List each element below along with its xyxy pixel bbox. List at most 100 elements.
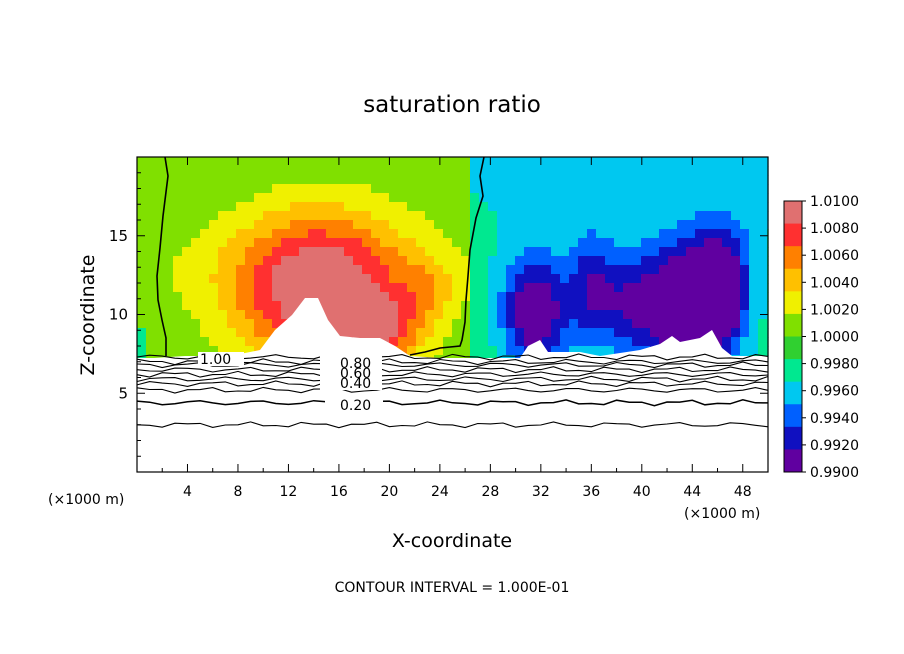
colorbar-label: 1.0080 bbox=[810, 221, 859, 237]
heatmap-cell bbox=[578, 310, 588, 320]
heatmap-cell bbox=[173, 328, 183, 338]
heatmap-cell bbox=[380, 274, 390, 284]
heatmap-cell bbox=[452, 238, 462, 248]
heatmap-cell bbox=[407, 310, 417, 320]
heatmap-cell bbox=[272, 229, 282, 239]
heatmap-cell bbox=[137, 346, 147, 356]
heatmap-cell bbox=[488, 328, 498, 338]
heatmap-cell bbox=[218, 202, 228, 212]
heatmap-cell bbox=[749, 229, 759, 239]
heatmap-cell bbox=[452, 247, 462, 257]
heatmap-cell bbox=[731, 346, 741, 356]
heatmap-cell bbox=[155, 274, 165, 284]
heatmap-cell bbox=[497, 355, 507, 360]
heatmap-cell bbox=[371, 274, 381, 284]
heatmap-cell bbox=[479, 256, 489, 266]
heatmap-cell bbox=[650, 274, 660, 284]
heatmap-cell bbox=[452, 283, 462, 293]
heatmap-cell bbox=[434, 238, 444, 248]
heatmap-cell bbox=[704, 283, 714, 293]
contour-line bbox=[136, 380, 769, 388]
heatmap-cell bbox=[569, 346, 579, 356]
heatmap-cell bbox=[497, 337, 507, 347]
heatmap-cell bbox=[308, 202, 318, 212]
heatmap-cell bbox=[272, 283, 282, 293]
heatmap-cell bbox=[596, 301, 606, 311]
heatmap-cell bbox=[569, 166, 579, 176]
heatmap-cell bbox=[317, 202, 327, 212]
heatmap-cell bbox=[758, 166, 768, 176]
heatmap-cell bbox=[587, 274, 597, 284]
heatmap-cell bbox=[641, 328, 651, 338]
heatmap-cell bbox=[659, 202, 669, 212]
heatmap-cell bbox=[668, 184, 678, 194]
heatmap-cell bbox=[560, 193, 570, 203]
heatmap-cell bbox=[578, 337, 588, 347]
heatmap-cell bbox=[362, 292, 372, 302]
heatmap-cell bbox=[542, 247, 552, 257]
x-tick-label: 28 bbox=[481, 484, 499, 500]
heatmap-cell bbox=[641, 301, 651, 311]
heatmap-cell bbox=[695, 220, 705, 230]
heatmap-cell bbox=[461, 175, 471, 185]
heatmap-cell bbox=[623, 184, 633, 194]
heatmap-cell bbox=[614, 184, 624, 194]
heatmap-cell bbox=[164, 283, 174, 293]
heatmap-cell bbox=[722, 247, 732, 257]
heatmap-cell bbox=[713, 283, 723, 293]
heatmap-cell bbox=[578, 292, 588, 302]
heatmap-cell bbox=[479, 346, 489, 356]
heatmap-cell bbox=[515, 220, 525, 230]
heatmap-cell bbox=[605, 211, 615, 221]
heatmap-cell bbox=[245, 229, 255, 239]
heatmap-cell bbox=[218, 292, 228, 302]
heatmap-cell bbox=[578, 175, 588, 185]
heatmap-cell bbox=[272, 247, 282, 257]
heatmap-cell bbox=[722, 238, 732, 248]
heatmap-cell bbox=[749, 166, 759, 176]
heatmap-cell bbox=[182, 319, 192, 329]
heatmap-cell bbox=[533, 319, 543, 329]
heatmap-cell bbox=[533, 157, 543, 167]
heatmap-cell bbox=[326, 175, 336, 185]
heatmap-cell bbox=[407, 292, 417, 302]
heatmap-cell bbox=[542, 301, 552, 311]
heatmap-cell bbox=[488, 184, 498, 194]
heatmap-cell bbox=[137, 211, 147, 221]
colorbar-swatch bbox=[784, 449, 802, 473]
heatmap-cell bbox=[623, 310, 633, 320]
heatmap-cell bbox=[344, 166, 354, 176]
heatmap-cell bbox=[200, 193, 210, 203]
heatmap-cell bbox=[371, 283, 381, 293]
heatmap-cell bbox=[713, 193, 723, 203]
heatmap-cell bbox=[578, 202, 588, 212]
heatmap-cell bbox=[542, 256, 552, 266]
heatmap-cell bbox=[137, 319, 147, 329]
heatmap-cell bbox=[380, 301, 390, 311]
heatmap-cell bbox=[758, 328, 768, 338]
heatmap-cell bbox=[641, 319, 651, 329]
x-axis-ticks: 4 8 12 16 20 24 28 32 36 40 44 48 bbox=[161, 157, 752, 500]
heatmap-cell bbox=[614, 247, 624, 257]
heatmap-cell bbox=[749, 283, 759, 293]
heatmap-cell bbox=[146, 346, 156, 356]
heatmap-cell bbox=[605, 247, 615, 257]
heatmap-cell bbox=[731, 292, 741, 302]
heatmap-cell bbox=[308, 220, 318, 230]
heatmap-cell bbox=[713, 175, 723, 185]
heatmap-cell bbox=[542, 238, 552, 248]
heatmap-cell bbox=[344, 229, 354, 239]
heatmap-cell bbox=[749, 184, 759, 194]
heatmap-cell bbox=[659, 256, 669, 266]
heatmap-cell bbox=[506, 346, 516, 356]
heatmap-cell bbox=[605, 238, 615, 248]
heatmap-cell bbox=[344, 292, 354, 302]
heatmap-cell bbox=[578, 328, 588, 338]
heatmap-cell bbox=[254, 184, 264, 194]
heatmap-cell bbox=[434, 247, 444, 257]
heatmap-cell bbox=[668, 157, 678, 167]
heatmap-cell bbox=[353, 283, 363, 293]
heatmap-cell bbox=[200, 157, 210, 167]
heatmap-cell bbox=[281, 202, 291, 212]
